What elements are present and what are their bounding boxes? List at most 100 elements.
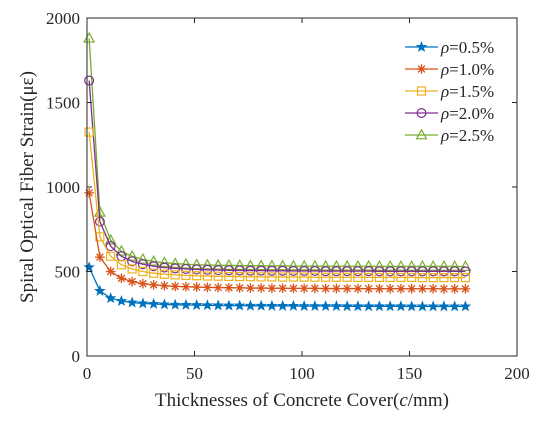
series-5-point [255,259,268,271]
series-4-point [202,264,213,275]
series-3-point [417,272,427,283]
series-2-point [396,283,406,294]
series-4-point [170,263,181,274]
legend-label: ρ=2.0% [440,104,494,123]
series-layer [83,31,472,312]
series-4-point [309,265,320,276]
series-4-point [385,266,396,277]
series-3-point [127,264,137,274]
legend-symbol: ρ [440,38,449,57]
series-3-point [192,271,202,281]
legend-symbol: ρ [440,104,449,123]
series-1-point [158,298,171,310]
series-3-point [385,272,395,283]
series-2-point [385,283,395,294]
series-3-point [364,272,374,283]
series-1-point [180,298,192,310]
series-5-point [448,259,461,271]
series-3-point [213,271,223,281]
series-2-point [84,188,94,198]
series-2-point [363,283,374,294]
series-2-point [342,283,352,294]
series-3-point [235,271,245,282]
series-5-point [115,244,128,256]
series-1-point [405,300,418,312]
legend-marker [416,64,427,74]
legend-label: ρ=1.0% [440,60,494,79]
series-5-point [427,259,440,271]
series-5-point [394,259,407,271]
series-2-point [331,283,342,294]
series-4-point [277,265,288,276]
series-3-point [342,272,352,282]
series-5-point [319,259,332,271]
series-3-point [331,272,341,282]
series-2-point [95,252,105,262]
series-2-point [105,266,116,277]
series-2-point [417,283,428,294]
series-5-point [341,259,354,271]
legend-value: =0.5% [449,38,494,57]
series-2-point [267,283,277,294]
plot-area [87,18,517,356]
series-5-point [351,259,364,271]
series-5-point [265,259,278,271]
series-1-point [416,300,429,312]
series-1-point [362,300,375,312]
series-3-point [181,270,191,280]
series-1-point [233,299,246,311]
series-3-point [159,269,169,279]
series-5-point [179,257,192,269]
x-tick-label: 200 [504,364,530,383]
series-4-point [320,266,331,277]
series-1-point [309,300,321,312]
series-2-point [406,283,417,294]
series-5-point [222,258,235,270]
legend-marker [416,86,427,96]
series-3-point [428,272,438,283]
series-4-point [180,263,191,274]
series-5-point [405,259,418,271]
series-5-point [190,258,203,270]
series-5-point [330,259,343,271]
series-4-point [84,75,95,86]
series-5-point [287,259,300,271]
legend: ρ=0.5%ρ=1.0%ρ=1.5%ρ=2.0%ρ=2.5% [405,38,494,145]
y-tick-label: 0 [72,347,81,366]
series-5-point [233,259,246,270]
legend-symbol: ρ [440,126,449,145]
series-4-point [395,266,406,277]
legend-entry-1: ρ=0.5% [405,38,494,57]
series-2-point [310,283,320,294]
x-tick-label: 100 [289,364,315,383]
series-3-point [374,272,384,283]
series-1-point [147,297,160,309]
series-1-point [276,299,289,311]
x-tick-label: 150 [397,364,423,383]
series-5-point [147,254,160,266]
series-4-point [137,259,148,270]
y-tick-label: 1500 [46,94,80,113]
x-tick-label: 0 [83,364,92,383]
legend-marker [416,107,427,118]
series-5-point [459,260,472,271]
series-4-point [256,265,267,276]
series-1-point [438,300,450,312]
series-1-point [137,297,149,309]
series-4-point [428,266,439,277]
series-4-point [105,241,116,252]
x-axis-label: Thicknesses of Concrete Cover(c/mm) [155,390,449,411]
series-1-point [104,292,117,304]
series-2-point [439,284,449,294]
series-4-line [88,80,466,273]
series-1-point [395,300,407,312]
series-4-point [363,266,374,277]
series-4-point [417,266,428,277]
series-2-point [181,281,191,292]
series-5-point [308,259,321,271]
series-4-point [342,266,353,277]
legend-label: ρ=0.5% [440,38,494,57]
series-4-point [406,266,417,277]
series-2-point [213,282,223,293]
